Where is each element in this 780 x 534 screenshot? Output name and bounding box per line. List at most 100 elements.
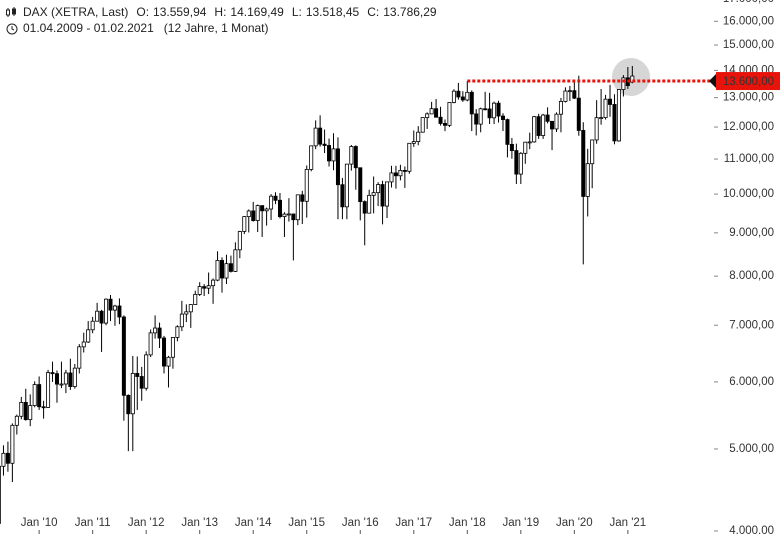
candle-body xyxy=(251,210,256,221)
candle-body xyxy=(608,98,613,105)
candle-body xyxy=(77,346,82,369)
candle-body xyxy=(260,205,265,212)
candle-body xyxy=(72,367,77,387)
candle-body xyxy=(37,384,42,408)
candle-body xyxy=(505,119,510,145)
ohlc-value: 13.786,29 xyxy=(383,5,437,19)
x-tick-label: Jan '14 xyxy=(235,517,272,529)
candle-body xyxy=(246,210,251,218)
candle-body xyxy=(362,201,367,214)
candle-body xyxy=(581,130,586,197)
candle-body xyxy=(135,372,140,377)
candle-body xyxy=(126,394,131,415)
candle-body xyxy=(353,146,358,169)
candle-body xyxy=(219,260,224,279)
candle-body xyxy=(54,373,59,385)
candle-body xyxy=(545,114,550,122)
ohlc-label: C: xyxy=(367,5,379,19)
candle-body xyxy=(349,146,354,165)
candle-body xyxy=(5,452,10,464)
x-tick-label: Jan '10 xyxy=(21,517,58,529)
candle-body xyxy=(331,148,336,162)
candle-body xyxy=(313,127,318,147)
candle-body xyxy=(322,143,327,146)
candle-body xyxy=(269,195,274,210)
candle-body xyxy=(509,143,514,151)
candle-body xyxy=(166,356,171,367)
candle-body xyxy=(59,383,64,386)
candle-body xyxy=(81,341,86,348)
candle-body xyxy=(621,77,626,90)
candle-body xyxy=(340,184,345,208)
candle-body xyxy=(228,263,233,272)
candle-body xyxy=(483,108,488,111)
candle-body xyxy=(420,117,425,133)
date-span: (12 Jahre, 1 Monat) xyxy=(164,21,269,35)
candle-body xyxy=(327,145,332,162)
candle-body xyxy=(197,286,202,295)
candle-body xyxy=(318,127,323,145)
candle-body xyxy=(478,108,483,125)
y-tick-label: 9.000,00 xyxy=(729,227,774,239)
candle-body xyxy=(68,372,73,387)
candle-body xyxy=(376,184,381,194)
candle-body xyxy=(157,327,162,339)
candle-body xyxy=(99,310,104,324)
candle-body xyxy=(304,169,309,202)
candle-body xyxy=(46,372,51,408)
date-range: 01.04.2009 - 01.02.2021 xyxy=(23,21,154,35)
candle-body xyxy=(215,260,220,281)
y-tick-label: 15.000,00 xyxy=(723,39,774,51)
candle-body xyxy=(460,96,465,101)
x-tick-label: Jan '17 xyxy=(395,517,432,529)
candle-body xyxy=(434,108,439,118)
candle-body xyxy=(572,90,577,99)
candle-body xyxy=(206,285,211,289)
candle-body xyxy=(429,108,434,115)
candle-body xyxy=(518,152,523,175)
candle-body xyxy=(112,305,117,311)
candle-body xyxy=(282,213,287,217)
x-tick-label: Jan '15 xyxy=(288,517,325,529)
x-tick-label: Jan '20 xyxy=(556,517,593,529)
candle-body xyxy=(492,102,497,119)
header-title: DAX (XETRA, Last) xyxy=(23,5,128,19)
candle-body xyxy=(237,231,242,251)
candle-body xyxy=(86,329,91,343)
price-marker-arrow xyxy=(709,72,718,91)
candle-body xyxy=(474,113,479,125)
candle-body xyxy=(179,313,184,328)
candle-body xyxy=(242,216,247,232)
candle-body xyxy=(496,102,501,117)
candle-body xyxy=(291,213,296,221)
candle-body xyxy=(286,213,291,216)
x-tick-label: Jan '16 xyxy=(342,517,379,529)
price-marker-box xyxy=(716,72,780,91)
candle-body xyxy=(527,141,532,144)
ohlc-value: 14.169,49 xyxy=(230,5,284,19)
y-tick-label: 8.000,00 xyxy=(729,270,774,282)
y-tick-label: 13.000,00 xyxy=(723,92,774,104)
candle-body xyxy=(469,91,474,115)
candle-body xyxy=(211,279,216,287)
x-tick-label: Jan '13 xyxy=(181,517,218,529)
candle-body xyxy=(144,354,149,389)
candle-body xyxy=(193,294,198,305)
candle-body xyxy=(358,167,363,203)
x-tick-label: Jan '18 xyxy=(449,517,486,529)
candle-body xyxy=(90,320,95,331)
candle-body xyxy=(153,327,158,334)
candle-body xyxy=(590,139,595,165)
candle-body xyxy=(32,384,37,406)
x-tick-label: Jan '12 xyxy=(128,517,165,529)
y-tick-label: 16.000,00 xyxy=(723,15,774,27)
candle-body xyxy=(603,98,608,118)
candle-body xyxy=(554,113,559,130)
candle-body xyxy=(300,194,305,202)
candle-body xyxy=(170,337,175,358)
candle-body xyxy=(224,263,229,279)
candle-body xyxy=(599,117,604,119)
candle-body xyxy=(393,172,398,177)
candle-body xyxy=(50,372,55,375)
